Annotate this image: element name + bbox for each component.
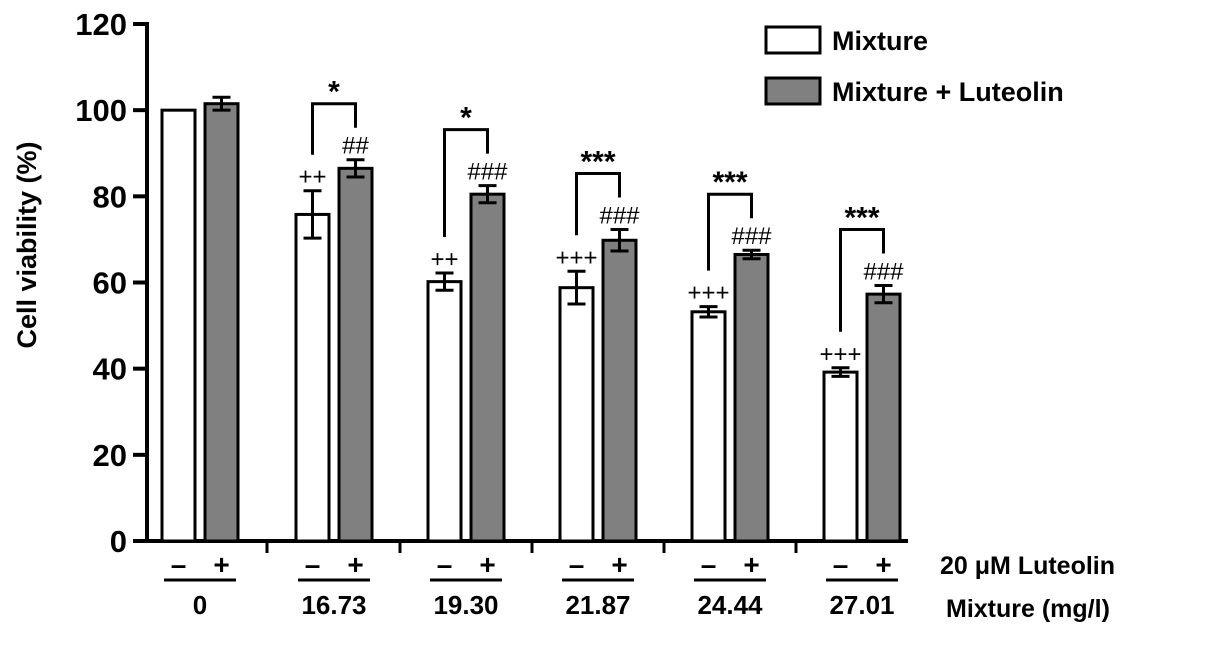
x-category-label: 21.87 bbox=[565, 590, 630, 620]
x-category-label: 19.30 bbox=[433, 590, 498, 620]
y-tick-label: 100 bbox=[75, 93, 127, 128]
data-annotation: ### bbox=[599, 203, 640, 230]
x-category-label: 24.44 bbox=[697, 590, 763, 620]
luteolin-plus-sign: + bbox=[479, 549, 495, 580]
bar-mixture-luteolin bbox=[865, 292, 902, 543]
significance-label: * bbox=[328, 76, 340, 109]
bar-mixture bbox=[426, 280, 463, 543]
significance-label: *** bbox=[712, 166, 747, 199]
bar-mixture bbox=[160, 108, 197, 543]
data-annotation: ### bbox=[863, 259, 904, 286]
legend-label: Mixture bbox=[832, 26, 928, 56]
bar-mixture bbox=[558, 286, 595, 543]
data-annotation: ### bbox=[467, 159, 508, 186]
significance-bracket bbox=[839, 228, 885, 332]
significance-bracket bbox=[443, 128, 489, 238]
x-axis-rows: – +0– +16.73– +19.30– +21.87– +24.44– +27.01 bbox=[164, 549, 898, 620]
bar-mixture bbox=[294, 212, 331, 543]
data-annotation: ### bbox=[731, 223, 772, 250]
luteolin-minus-sign: – bbox=[171, 549, 187, 580]
luteolin-plus-sign: + bbox=[213, 549, 229, 580]
y-tick-label: 80 bbox=[93, 179, 127, 214]
luteolin-minus-sign: – bbox=[569, 549, 585, 580]
significance-bracket bbox=[311, 102, 357, 155]
data-annotation: ++ bbox=[298, 164, 326, 191]
legend-swatch bbox=[764, 76, 822, 106]
y-axis-label: Cell viability (%) bbox=[12, 141, 42, 348]
y-tick-label: 40 bbox=[93, 352, 127, 387]
bar-mixture bbox=[822, 370, 859, 543]
data-annotation: +++ bbox=[819, 341, 861, 368]
legend-swatch bbox=[764, 25, 822, 55]
y-tick-label: 0 bbox=[110, 524, 127, 559]
luteolin-minus-sign: – bbox=[305, 549, 321, 580]
luteolin-plus-sign: + bbox=[347, 549, 363, 580]
luteolin-minus-sign: – bbox=[833, 549, 849, 580]
significance-label: *** bbox=[580, 146, 615, 179]
significance-label: * bbox=[460, 102, 472, 135]
y-tick-label: 60 bbox=[93, 266, 127, 301]
axes: 0 20 40 60 80 100 120 bbox=[75, 7, 908, 559]
significance-label: *** bbox=[844, 202, 879, 235]
x-category-label: 27.01 bbox=[829, 590, 894, 620]
y-tick-label: 120 bbox=[75, 7, 127, 42]
significance-bracket bbox=[575, 172, 621, 236]
x-category-label: 0 bbox=[193, 590, 207, 620]
bar-mixture bbox=[690, 310, 727, 543]
luteolin-plus-sign: + bbox=[611, 549, 627, 580]
bar-mixture-luteolin bbox=[601, 238, 638, 543]
significance-bracket bbox=[707, 192, 753, 271]
data-annotation: ## bbox=[342, 133, 369, 160]
legend: Mixture Mixture + Luteolin bbox=[764, 25, 1064, 107]
bar-mixture-luteolin bbox=[203, 102, 240, 543]
luteolin-row-label: 20 μM Luteolin bbox=[940, 552, 1115, 580]
luteolin-minus-sign: – bbox=[701, 549, 717, 580]
data-annotation: +++ bbox=[555, 244, 597, 271]
luteolin-plus-sign: + bbox=[743, 549, 759, 580]
bar-mixture-luteolin bbox=[337, 166, 374, 543]
bars bbox=[160, 95, 902, 543]
x-category-label: 16.73 bbox=[301, 590, 366, 620]
luteolin-plus-sign: + bbox=[875, 549, 891, 580]
bar-mixture-luteolin bbox=[733, 252, 770, 543]
bar-mixture-luteolin bbox=[469, 192, 506, 543]
luteolin-minus-sign: – bbox=[437, 549, 453, 580]
legend-label: Mixture + Luteolin bbox=[832, 77, 1064, 107]
annotations: ++++ +++++++++##############*********** bbox=[298, 76, 904, 368]
data-annotation: ++ bbox=[430, 246, 458, 273]
data-annotation: +++ bbox=[687, 280, 729, 307]
mixture-row-label: Mixture (mg/l) bbox=[946, 595, 1110, 623]
y-tick-label: 20 bbox=[93, 438, 127, 473]
